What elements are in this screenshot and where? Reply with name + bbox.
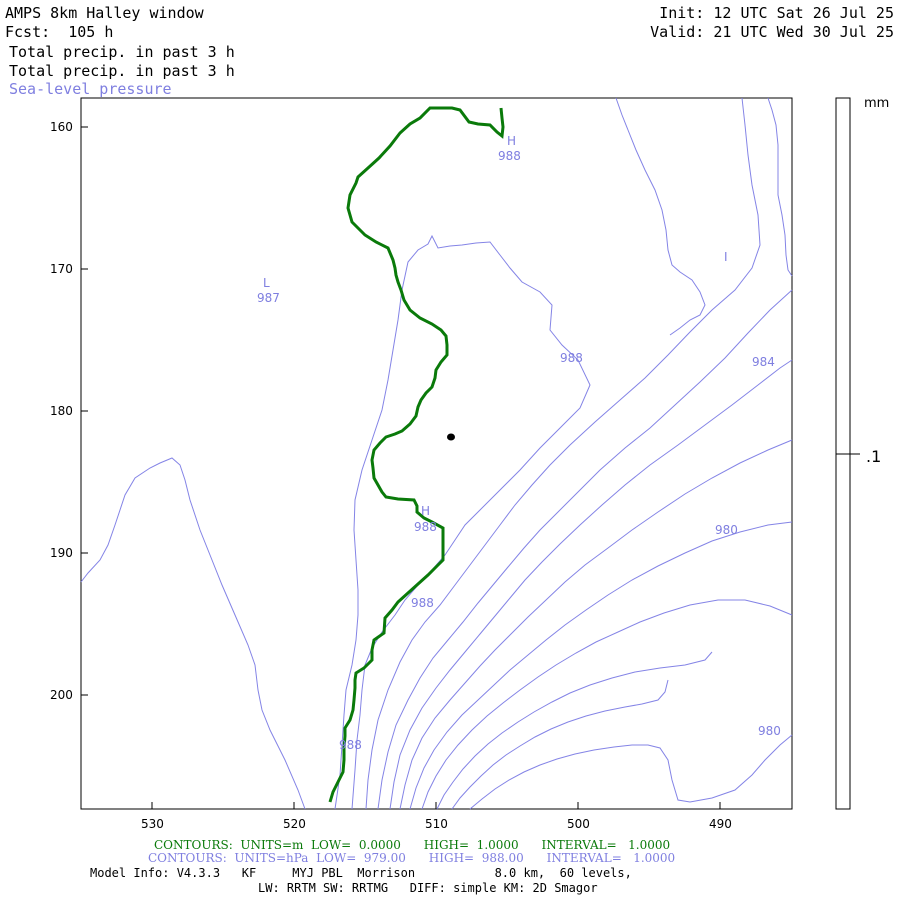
pressure-contour [436, 651, 713, 810]
pressure-contour [409, 521, 793, 810]
legend-unit: mm [864, 96, 889, 111]
pressure-contour [389, 359, 793, 810]
high-pressure-mark: H [507, 134, 516, 148]
contour-label: 988 [411, 596, 434, 610]
y-tick-label: 190 [50, 546, 73, 560]
contour-label: 984 [752, 355, 775, 369]
field-label-1: Total precip. in past 3 h [9, 43, 235, 61]
y-axis [81, 126, 88, 696]
legend-value: .1 [866, 447, 881, 466]
pressure-contour [80, 457, 306, 810]
footer-precip-contours: CONTOURS: UNITS=m LOW= 0.0000 HIGH= 1.00… [154, 838, 671, 852]
y-tick-label: 200 [50, 688, 73, 702]
pressure-contour [399, 439, 793, 810]
precip-contour [328, 106, 505, 803]
high-pressure-mark: H [421, 504, 430, 518]
footer-pressure-contours: CONTOURS: UNITS=hPa LOW= 979.00 HIGH= 98… [148, 851, 676, 865]
x-tick-label: 490 [709, 817, 732, 831]
valid-time: Valid: 21 UTC Wed 30 Jul 25 [650, 23, 894, 41]
init-time: Init: 12 UTC Sat 26 Jul 25 [659, 4, 894, 22]
contour-tick-mark: I [724, 250, 728, 264]
contour-label: 980 [715, 523, 738, 537]
pressure-contour [469, 734, 793, 810]
y-tick-label: 170 [50, 262, 73, 276]
low-pressure-value: 987 [257, 291, 280, 305]
pressure-contour [421, 599, 793, 810]
pressure-contour [377, 289, 793, 810]
pressure-contour [451, 679, 669, 810]
pressure-contour [767, 97, 793, 277]
x-axis [151, 802, 721, 809]
contour-label: 980 [758, 724, 781, 738]
x-tick-label: 530 [141, 817, 164, 831]
pressure-contours [80, 97, 793, 810]
high-pressure-value: 988 [498, 149, 521, 163]
x-tick-label: 500 [567, 817, 590, 831]
footer-model-info: Model Info: V4.3.3 KF MYJ PBL Morrison 8… [90, 866, 632, 880]
pressure-contour [365, 97, 761, 810]
map-title: AMPS 8km Halley window [5, 4, 204, 22]
station-marker [447, 433, 455, 441]
pressure-contour [334, 234, 591, 810]
map-frame [80, 97, 793, 810]
x-tick-label: 520 [283, 817, 306, 831]
footer-physics: LW: RRTM SW: RRTMG DIFF: simple KM: 2D S… [258, 881, 598, 895]
y-tick-label: 180 [50, 404, 73, 418]
field-label-3: Sea-level pressure [9, 80, 172, 98]
high-pressure-value: 988 [414, 520, 437, 534]
field-label-2: Total precip. in past 3 h [9, 62, 235, 80]
contour-label: 988 [339, 738, 362, 752]
pressure-contour [615, 97, 706, 336]
low-pressure-mark: L [263, 276, 270, 290]
x-tick-label: 510 [425, 817, 448, 831]
contour-label: 988 [560, 351, 583, 365]
y-tick-label: 160 [50, 120, 73, 134]
forecast-hour: Fcst: 105 h [5, 23, 114, 41]
